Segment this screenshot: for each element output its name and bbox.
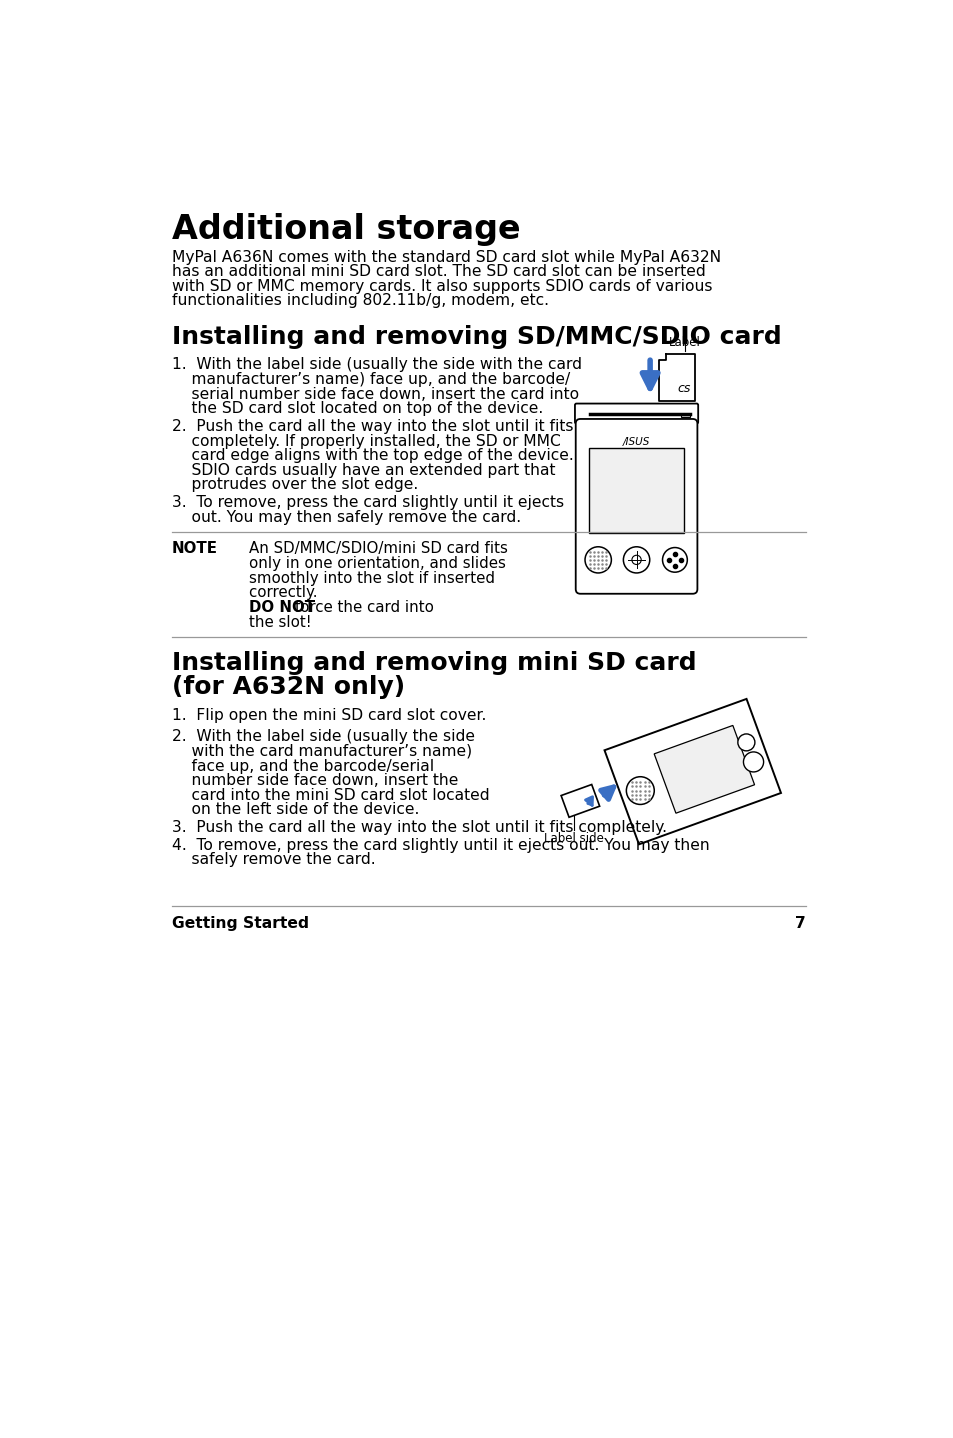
Text: smoothly into the slot if inserted: smoothly into the slot if inserted [249,571,495,585]
Text: completely. If properly installed, the SD or MMC: completely. If properly installed, the S… [172,434,560,449]
Text: the SD card slot located on top of the device.: the SD card slot located on top of the d… [172,401,542,416]
Text: An SD/MMC/SDIO/mini SD card fits: An SD/MMC/SDIO/mini SD card fits [249,541,508,557]
Text: has an additional mini SD card slot. The SD card slot can be inserted: has an additional mini SD card slot. The… [172,265,705,279]
Circle shape [626,777,654,804]
Text: 1.  Flip open the mini SD card slot cover.: 1. Flip open the mini SD card slot cover… [172,707,486,723]
Text: Label: Label [668,336,700,349]
FancyBboxPatch shape [575,404,698,424]
Text: Label side: Label side [543,831,603,844]
Polygon shape [654,725,754,814]
Text: number side face down, insert the: number side face down, insert the [172,774,457,788]
Text: functionalities including 802.11b/g, modem, etc.: functionalities including 802.11b/g, mod… [172,293,548,308]
Circle shape [622,546,649,572]
Text: safely remove the card.: safely remove the card. [172,853,375,867]
Text: card into the mini SD card slot located: card into the mini SD card slot located [172,788,489,802]
Circle shape [584,546,611,572]
Text: out. You may then safely remove the card.: out. You may then safely remove the card… [172,510,520,525]
Text: 3.  To remove, press the card slightly until it ejects: 3. To remove, press the card slightly un… [172,495,563,510]
Polygon shape [560,785,599,817]
Text: SDIO cards usually have an extended part that: SDIO cards usually have an extended part… [172,463,555,477]
Circle shape [631,555,640,565]
Circle shape [742,752,762,772]
Text: force the card into: force the card into [290,600,434,615]
Text: /ISUS: /ISUS [622,437,650,447]
Text: MyPal A636N comes with the standard SD card slot while MyPal A632N: MyPal A636N comes with the standard SD c… [172,250,720,265]
Text: only in one orientation, and slides: only in one orientation, and slides [249,557,506,571]
Text: manufacturer’s name) face up, and the barcode/: manufacturer’s name) face up, and the ba… [172,372,570,387]
Text: serial number side face down, insert the card into: serial number side face down, insert the… [172,387,578,401]
Text: the slot!: the slot! [249,614,312,630]
Text: face up, and the barcode/serial: face up, and the barcode/serial [172,758,434,774]
Text: 2.  Push the card all the way into the slot until it fits: 2. Push the card all the way into the sl… [172,418,573,434]
Text: 7: 7 [794,916,805,932]
Text: Installing and removing mini SD card: Installing and removing mini SD card [172,651,696,674]
Text: cs: cs [678,383,691,395]
Circle shape [661,548,686,572]
Text: DO NOT: DO NOT [249,600,315,615]
Text: (for A632N only): (for A632N only) [172,676,405,699]
Text: Installing and removing SD/MMC/SDIO card: Installing and removing SD/MMC/SDIO card [172,325,781,349]
Bar [588,449,683,533]
Text: Getting Started: Getting Started [172,916,309,932]
Circle shape [737,733,754,751]
Polygon shape [604,699,781,844]
Text: correctly.: correctly. [249,585,322,600]
Text: on the left side of the device.: on the left side of the device. [172,802,419,817]
Text: with SD or MMC memory cards. It also supports SDIO cards of various: with SD or MMC memory cards. It also sup… [172,279,712,293]
Text: 4.  To remove, press the card slightly until it ejects out. You may then: 4. To remove, press the card slightly un… [172,838,709,853]
Text: 1.  With the label side (usually the side with the card: 1. With the label side (usually the side… [172,358,581,372]
Text: protrudes over the slot edge.: protrudes over the slot edge. [172,477,417,492]
Bar [680,414,690,417]
Text: NOTE: NOTE [172,541,217,557]
Text: card edge aligns with the top edge of the device.: card edge aligns with the top edge of th… [172,449,573,463]
Text: with the card manufacturer’s name): with the card manufacturer’s name) [172,743,472,759]
FancyBboxPatch shape [575,418,697,594]
Polygon shape [659,354,695,401]
Text: Additional storage: Additional storage [172,213,520,246]
Text: 2.  With the label side (usually the side: 2. With the label side (usually the side [172,729,475,745]
Text: 3.  Push the card all the way into the slot until it fits completely.: 3. Push the card all the way into the sl… [172,820,666,835]
